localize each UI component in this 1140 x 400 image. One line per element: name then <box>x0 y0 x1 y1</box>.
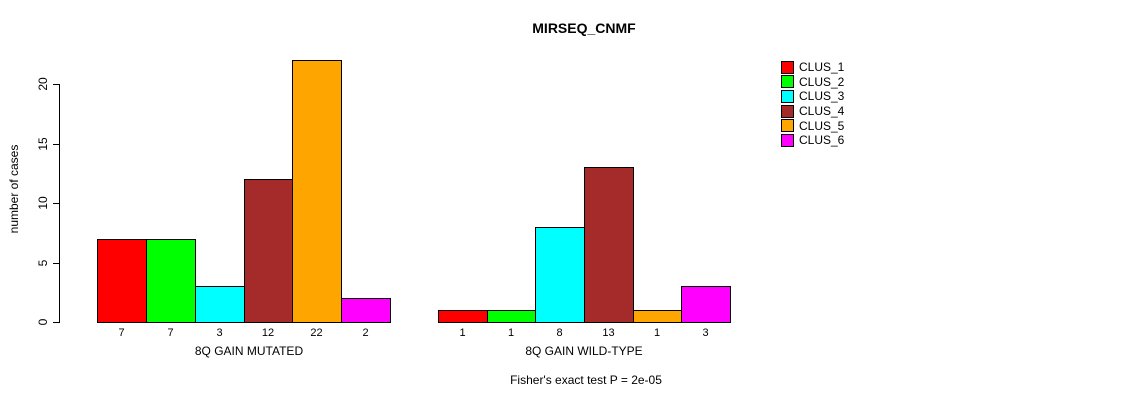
legend-swatch-CLUS_1 <box>781 60 794 74</box>
legend-label: CLUS_6 <box>799 133 845 148</box>
bar-CLUS_2-group1 <box>146 239 196 323</box>
bar-value-label: 2 <box>362 327 369 339</box>
bar-value-label: 13 <box>602 327 615 339</box>
y-axis-tick-label: 5 <box>36 259 50 267</box>
legend-label: CLUS_3 <box>799 89 845 104</box>
legend-swatch-CLUS_4 <box>781 104 794 118</box>
bar-CLUS_3-group1 <box>195 286 245 323</box>
legend-label: CLUS_1 <box>799 60 845 75</box>
bar-CLUS_2-group2 <box>487 310 536 323</box>
legend-item-CLUS_3: CLUS_3 <box>781 89 844 104</box>
y-axis-line <box>59 84 60 323</box>
bar-value-label: 3 <box>216 327 223 339</box>
legend-item-CLUS_2: CLUS_2 <box>781 75 844 90</box>
bar-value-label: 1 <box>653 327 661 339</box>
bar-value-label: 7 <box>118 327 125 339</box>
bar-CLUS_3-group2 <box>535 227 585 323</box>
legend-label: CLUS_2 <box>799 74 845 89</box>
bar-CLUS_5-group1 <box>292 60 342 323</box>
y-axis-tick-label: 20 <box>36 77 50 91</box>
legend-swatch-CLUS_5 <box>781 119 794 133</box>
legend-swatch-CLUS_3 <box>781 89 794 103</box>
bar-CLUS_4-group1 <box>244 179 293 323</box>
y-axis-tick-label: 0 <box>36 318 50 326</box>
bar-value-label: 7 <box>167 327 174 339</box>
bar-value-label: 1 <box>459 327 466 339</box>
y-axis-tick <box>53 84 59 85</box>
legend-item-CLUS_5: CLUS_5 <box>781 118 844 133</box>
bar-CLUS_6-group1 <box>341 298 391 323</box>
plot-title: MIRSEQ_CNMF <box>532 20 636 36</box>
x-group-label-mutated: 8Q GAIN MUTATED <box>194 344 304 358</box>
bar-value-label: 8 <box>556 327 563 339</box>
legend-swatch-CLUS_6 <box>781 133 794 147</box>
bar-value-label: 3 <box>702 327 709 339</box>
y-axis-label: number of cases <box>7 144 21 234</box>
legend-label: CLUS_5 <box>799 118 845 133</box>
y-axis-tick <box>53 322 59 323</box>
y-axis-tick <box>53 144 59 145</box>
bar-value-label: 1 <box>507 327 515 339</box>
legend: CLUS_1 CLUS_2 CLUS_3 CLUS_4 CLUS_5 CLUS_6 <box>781 60 844 148</box>
bar-CLUS_1-group1 <box>97 239 147 323</box>
bar-value-label: 22 <box>310 327 323 339</box>
bar-CLUS_1-group2 <box>438 310 488 323</box>
y-axis-tick <box>53 203 59 204</box>
legend-item-CLUS_4: CLUS_4 <box>781 104 844 119</box>
legend-swatch-CLUS_2 <box>781 75 794 89</box>
legend-item-CLUS_1: CLUS_1 <box>781 60 844 75</box>
bar-CLUS_6-group2 <box>681 286 731 323</box>
bar-CLUS_4-group2 <box>584 167 634 323</box>
x-group-label-wild-type: 8Q GAIN WILD-TYPE <box>525 344 643 358</box>
y-axis-tick-label: 10 <box>36 196 50 210</box>
fisher-test-annotation: Fisher's exact test P = 2e-05 <box>510 373 662 387</box>
bar-CLUS_5-group2 <box>633 310 682 323</box>
legend-item-CLUS_6: CLUS_6 <box>781 133 844 148</box>
legend-label: CLUS_4 <box>799 104 845 119</box>
y-axis-tick <box>53 263 59 264</box>
bar-value-label: 12 <box>261 327 275 339</box>
y-axis-tick-label: 15 <box>36 137 50 151</box>
